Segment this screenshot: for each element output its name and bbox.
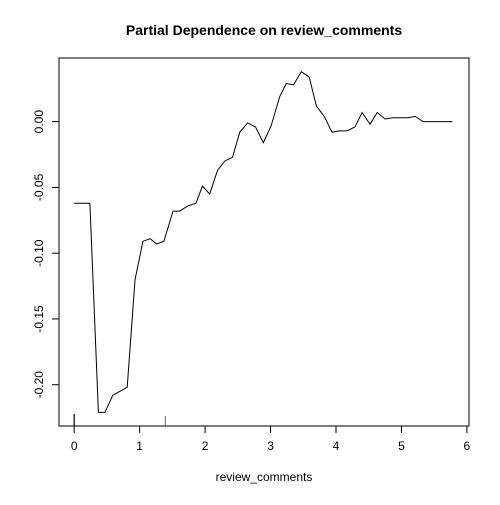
x-axis-label: review_comments (216, 470, 313, 484)
chart-title: Partial Dependence on review_comments (126, 22, 402, 38)
y-tick-label: -0.20 (32, 371, 46, 399)
line (74, 70, 453, 413)
y-tick-label: -0.15 (32, 305, 46, 333)
plot-frame (58, 57, 470, 427)
x-tick-label: 1 (136, 439, 143, 453)
x-tick-label: 2 (202, 439, 209, 453)
x-tick-label: 6 (464, 439, 471, 453)
y-tick-label: -0.05 (32, 173, 46, 201)
x-tick-label: 3 (267, 439, 274, 453)
y-tick-label: -0.10 (32, 239, 46, 267)
y-tick-label: 0.00 (32, 110, 46, 134)
x-tick-label: 4 (333, 439, 340, 453)
x-tick-label: 0 (71, 439, 78, 453)
x-tick-label: 5 (398, 439, 405, 453)
